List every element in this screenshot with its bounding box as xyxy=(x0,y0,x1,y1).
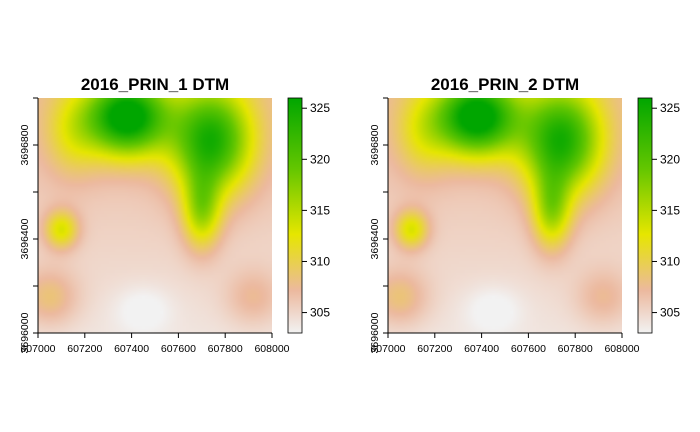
x-tick-label: 607400 xyxy=(464,343,499,355)
map-panel-2: 2016_PRIN_2 DTM 607000 607200 607400 607600 6… xyxy=(369,75,680,355)
panel-title: 2016_PRIN_2 DTM xyxy=(431,75,579,94)
y-tick-label: 3696000 xyxy=(19,312,31,353)
y-tick-label: 3696400 xyxy=(19,218,31,259)
x-tick-label: 607200 xyxy=(417,343,452,355)
y-tick-label: 3696800 xyxy=(19,124,31,165)
legend-tick-label: 325 xyxy=(310,101,330,115)
x-tick-label: 608000 xyxy=(604,343,639,355)
legend-tick-label: 305 xyxy=(310,306,330,320)
map-panel-1: 2016_PRIN_1 DTM 607000 607200 607400 607600 6… xyxy=(19,75,330,355)
x-tick-label: 607400 xyxy=(114,343,149,355)
legend-tick-label: 310 xyxy=(310,254,330,268)
x-tick-label: 607600 xyxy=(511,343,546,355)
legend-tick-label: 320 xyxy=(660,152,680,166)
x-tick-label: 607000 xyxy=(20,343,55,355)
legend-colorbar xyxy=(637,97,653,334)
legend-colorbar xyxy=(287,97,303,334)
x-tick-label: 608000 xyxy=(254,343,289,355)
x-tick-label: 607800 xyxy=(208,343,243,355)
legend-tick-label: 325 xyxy=(660,101,680,115)
elevation-raster xyxy=(388,98,622,333)
x-tick-label: 607000 xyxy=(370,343,405,355)
x-tick-label: 607800 xyxy=(558,343,593,355)
legend-tick-label: 310 xyxy=(660,254,680,268)
elevation-raster xyxy=(38,98,272,333)
y-tick-label: 3696000 xyxy=(369,312,381,353)
legend-tick-label: 305 xyxy=(660,306,680,320)
panel-title: 2016_PRIN_1 DTM xyxy=(81,75,229,94)
x-tick-label: 607600 xyxy=(161,343,196,355)
legend-tick-label: 320 xyxy=(310,152,330,166)
y-tick-label: 3696400 xyxy=(369,218,381,259)
y-tick-label: 3696800 xyxy=(369,124,381,165)
legend-tick-label: 315 xyxy=(310,203,330,217)
x-tick-label: 607200 xyxy=(67,343,102,355)
legend-tick-label: 315 xyxy=(660,203,680,217)
